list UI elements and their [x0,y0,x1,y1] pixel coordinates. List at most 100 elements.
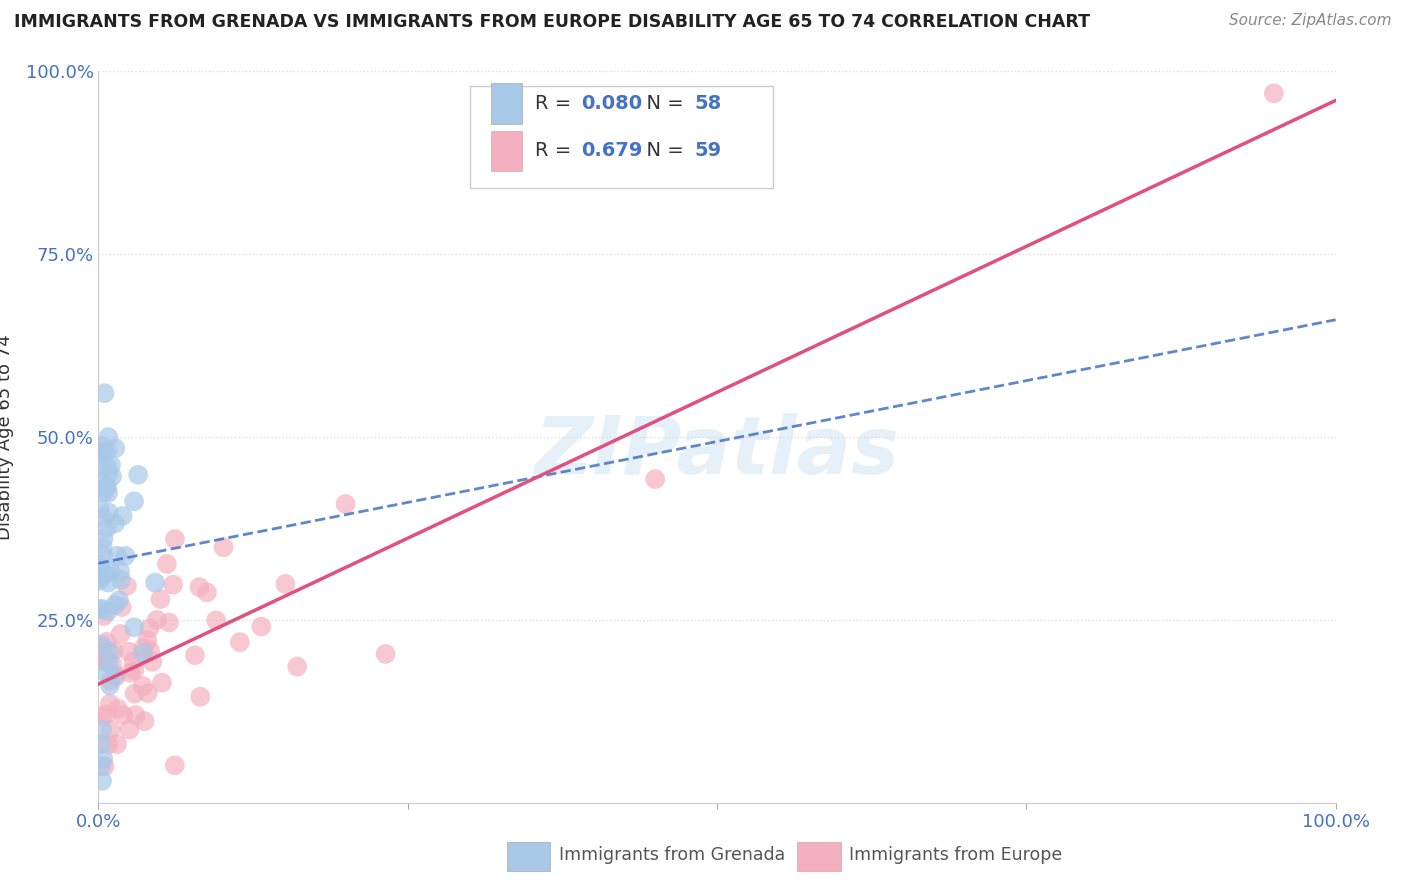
Point [90,737,112,751]
Point [91,474,114,488]
Point [107,549,129,563]
Point [104,598,127,612]
Point [149,592,172,607]
Point [93,609,115,624]
Point [111,600,134,615]
Y-axis label: Disability Age 65 to 74: Disability Age 65 to 74 [0,334,14,540]
Point [89,561,111,575]
Text: 59: 59 [695,141,721,161]
Point [124,708,146,723]
Point [124,664,146,678]
Point [93,532,115,546]
Point [143,575,166,590]
Point [136,686,159,700]
Point [98,697,121,711]
Point [91,540,114,554]
Point [229,635,252,649]
Point [132,641,155,656]
Point [136,633,159,648]
Point [101,657,124,672]
Point [107,701,129,715]
Point [97,737,120,751]
Point [101,469,124,483]
Point [98,645,121,659]
Text: 0.080: 0.080 [581,94,643,112]
Point [90,759,112,773]
Point [110,627,132,641]
Point [184,648,207,663]
Point [163,758,186,772]
Point [89,502,111,516]
Point [100,458,122,472]
Point [134,714,156,728]
Point [91,439,114,453]
Point [91,723,114,737]
Point [188,690,211,704]
Point [118,645,141,659]
Point [141,655,163,669]
Text: 0.679: 0.679 [581,141,643,161]
Point [91,709,114,723]
Point [97,575,120,590]
Point [132,679,155,693]
Point [90,638,112,652]
Point [105,669,128,683]
Point [124,687,146,701]
Point [195,585,218,599]
Text: Immigrants from Grenada: Immigrants from Grenada [558,847,785,864]
FancyBboxPatch shape [470,86,773,188]
Point [644,472,666,486]
Point [127,467,149,482]
FancyBboxPatch shape [797,841,841,871]
Point [122,654,145,668]
Point [139,643,162,657]
Point [108,593,131,607]
Point [98,673,121,688]
Point [96,707,118,722]
Point [132,646,155,660]
Point [285,659,308,673]
Point [97,506,120,520]
Point [91,511,114,525]
Point [120,665,142,680]
Point [97,656,120,670]
Point [91,640,114,655]
Point [122,620,145,634]
Point [90,558,112,572]
Point [103,643,125,657]
Point [105,737,128,751]
Text: Immigrants from Europe: Immigrants from Europe [849,847,1063,864]
Point [94,445,117,459]
Point [91,444,114,458]
Point [91,602,114,616]
Point [94,567,117,582]
Point [274,577,297,591]
Point [91,549,114,563]
Point [146,613,169,627]
Point [100,723,122,737]
FancyBboxPatch shape [491,83,522,124]
Point [111,508,134,523]
Point [335,497,357,511]
Point [97,486,120,500]
Point [96,635,118,649]
Point [110,573,132,587]
Point [94,665,117,680]
Point [114,549,136,563]
Point [104,516,127,531]
Point [98,678,121,692]
Point [93,386,115,401]
Point [1263,87,1285,101]
Point [93,752,115,766]
Point [188,580,211,594]
Text: N =: N = [634,94,690,112]
Point [96,480,118,494]
Text: 58: 58 [695,94,723,112]
Text: R =: R = [536,94,578,112]
Point [91,773,114,788]
Point [93,485,115,500]
Point [91,648,114,662]
FancyBboxPatch shape [506,841,550,871]
Point [97,604,120,618]
Point [157,615,180,630]
